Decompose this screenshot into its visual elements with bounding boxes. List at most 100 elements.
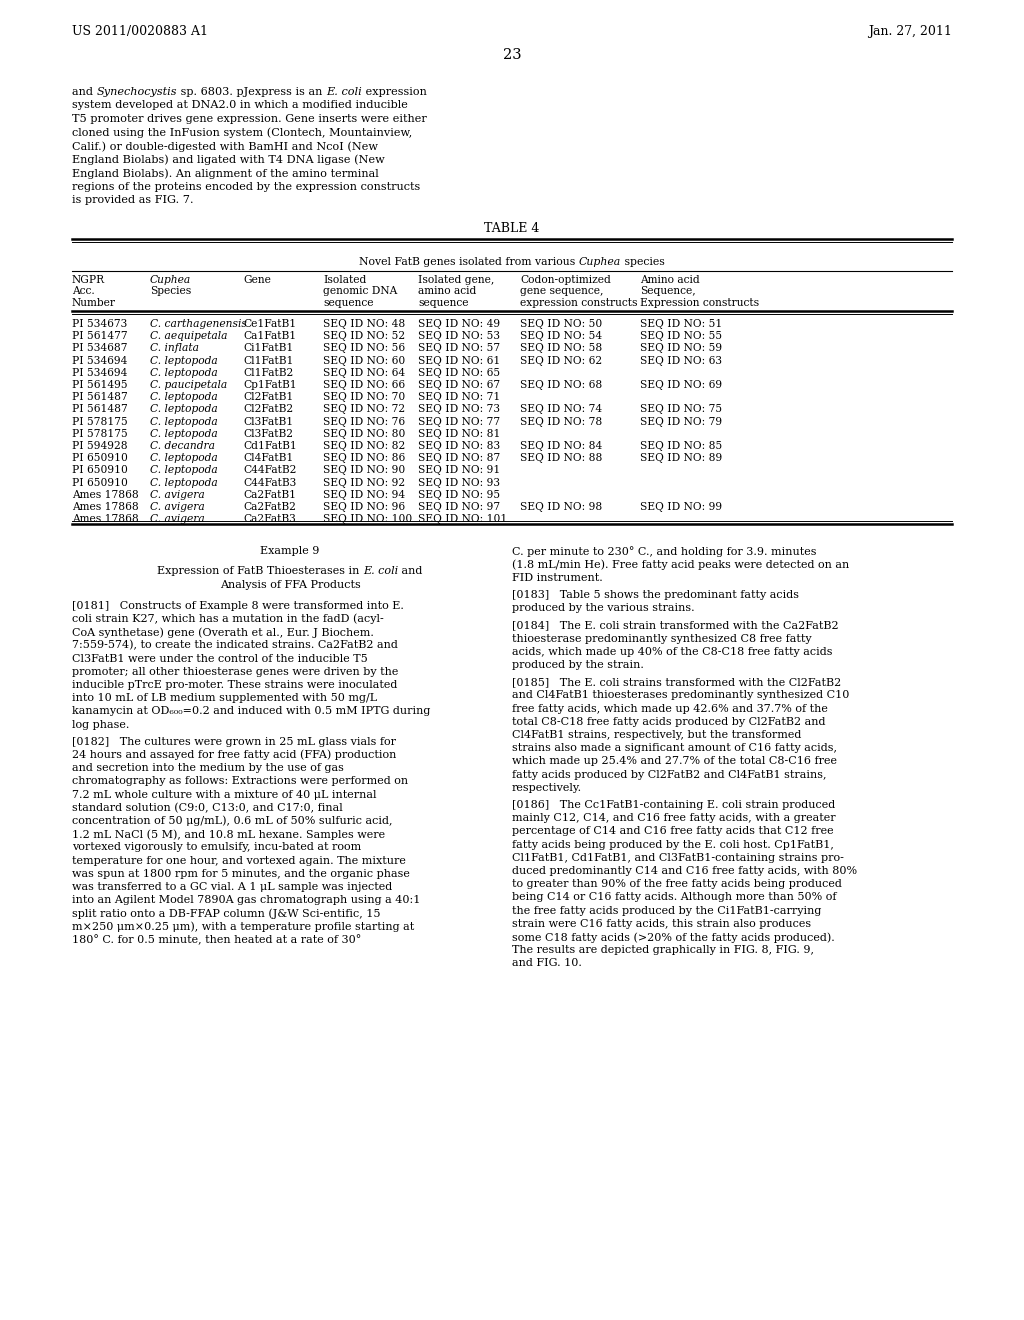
Text: Calif.) or double-digested with BamHI and NcoI (New: Calif.) or double-digested with BamHI an… — [72, 141, 378, 152]
Text: Cuphea: Cuphea — [150, 275, 191, 285]
Text: sequence: sequence — [418, 298, 469, 308]
Text: Cl3FatB1: Cl3FatB1 — [243, 417, 293, 426]
Text: to greater than 90% of the free fatty acids being produced: to greater than 90% of the free fatty ac… — [512, 879, 842, 890]
Text: C. leptopoda: C. leptopoda — [150, 404, 218, 414]
Text: respectively.: respectively. — [512, 783, 582, 793]
Text: SEQ ID NO: 56: SEQ ID NO: 56 — [323, 343, 406, 354]
Text: [0185]   The E. coli strains transformed with the Cl2FatB2: [0185] The E. coli strains transformed w… — [512, 677, 842, 688]
Text: regions of the proteins encoded by the expression constructs: regions of the proteins encoded by the e… — [72, 181, 420, 191]
Text: SEQ ID NO: 100: SEQ ID NO: 100 — [323, 515, 413, 524]
Text: SEQ ID NO: 63: SEQ ID NO: 63 — [640, 355, 722, 366]
Text: coli strain K27, which has a mutation in the fadD (acyl-: coli strain K27, which has a mutation in… — [72, 614, 384, 624]
Text: SEQ ID NO: 70: SEQ ID NO: 70 — [323, 392, 406, 403]
Text: SEQ ID NO: 50: SEQ ID NO: 50 — [520, 319, 602, 329]
Text: 24 hours and assayed for free fatty acid (FFA) production: 24 hours and assayed for free fatty acid… — [72, 750, 396, 760]
Text: concentration of 50 μg/mL), 0.6 mL of 50% sulfuric acid,: concentration of 50 μg/mL), 0.6 mL of 50… — [72, 816, 392, 826]
Text: SEQ ID NO: 69: SEQ ID NO: 69 — [640, 380, 722, 389]
Text: C44FatB2: C44FatB2 — [243, 466, 296, 475]
Text: 7:559-574), to create the indicated strains. Ca2FatB2 and: 7:559-574), to create the indicated stra… — [72, 640, 398, 651]
Text: into an Agilent Model 7890A gas chromatograph using a 40:1: into an Agilent Model 7890A gas chromato… — [72, 895, 421, 906]
Text: SEQ ID NO: 58: SEQ ID NO: 58 — [520, 343, 602, 354]
Text: SEQ ID NO: 84: SEQ ID NO: 84 — [520, 441, 602, 451]
Text: inducible pTrcE pro-moter. These strains were inoculated: inducible pTrcE pro-moter. These strains… — [72, 680, 397, 690]
Text: Cl1FatB1, Cd1FatB1, and Cl3FatB1-containing strains pro-: Cl1FatB1, Cd1FatB1, and Cl3FatB1-contain… — [512, 853, 844, 863]
Text: SEQ ID NO: 55: SEQ ID NO: 55 — [640, 331, 722, 341]
Text: SEQ ID NO: 64: SEQ ID NO: 64 — [323, 368, 406, 378]
Text: and: and — [398, 566, 423, 577]
Text: Codon-optimized: Codon-optimized — [520, 275, 611, 285]
Text: gene sequence,: gene sequence, — [520, 286, 603, 297]
Text: SEQ ID NO: 65: SEQ ID NO: 65 — [418, 368, 500, 378]
Text: 180° C. for 0.5 minute, then heated at a rate of 30°: 180° C. for 0.5 minute, then heated at a… — [72, 935, 361, 945]
Text: Expression constructs: Expression constructs — [640, 298, 759, 308]
Text: log phase.: log phase. — [72, 719, 129, 730]
Text: promoter; all other thioesterase genes were driven by the: promoter; all other thioesterase genes w… — [72, 667, 398, 677]
Text: C. leptopoda: C. leptopoda — [150, 355, 218, 366]
Text: amino acid: amino acid — [418, 286, 476, 297]
Text: PI 650910: PI 650910 — [72, 478, 128, 487]
Text: Sequence,: Sequence, — [640, 286, 695, 297]
Text: PI 561495: PI 561495 — [72, 380, 128, 389]
Text: Ca2FatB1: Ca2FatB1 — [243, 490, 296, 500]
Text: expression: expression — [361, 87, 427, 96]
Text: 1.2 mL NaCl (5 M), and 10.8 mL hexane. Samples were: 1.2 mL NaCl (5 M), and 10.8 mL hexane. S… — [72, 829, 385, 840]
Text: C. paucipetala: C. paucipetala — [150, 380, 227, 389]
Text: SEQ ID NO: 77: SEQ ID NO: 77 — [418, 417, 500, 426]
Text: produced by the strain.: produced by the strain. — [512, 660, 644, 671]
Text: PI 578175: PI 578175 — [72, 417, 128, 426]
Text: species: species — [622, 257, 665, 267]
Text: free fatty acids, which made up 42.6% and 37.7% of the: free fatty acids, which made up 42.6% an… — [512, 704, 827, 714]
Text: SEQ ID NO: 81: SEQ ID NO: 81 — [418, 429, 501, 438]
Text: SEQ ID NO: 85: SEQ ID NO: 85 — [640, 441, 722, 451]
Text: Isolated gene,: Isolated gene, — [418, 275, 495, 285]
Text: C. carthagenensis: C. carthagenensis — [150, 319, 247, 329]
Text: PI 561487: PI 561487 — [72, 404, 128, 414]
Text: kanamycin at OD₆₀₀=0.2 and induced with 0.5 mM IPTG during: kanamycin at OD₆₀₀=0.2 and induced with … — [72, 706, 430, 717]
Text: SEQ ID NO: 49: SEQ ID NO: 49 — [418, 319, 500, 329]
Text: Species: Species — [150, 286, 191, 297]
Text: PI 561487: PI 561487 — [72, 392, 128, 403]
Text: Novel FatB genes isolated from various: Novel FatB genes isolated from various — [359, 257, 579, 267]
Text: cloned using the InFusion system (Clontech, Mountainview,: cloned using the InFusion system (Clonte… — [72, 128, 413, 139]
Text: Ca1FatB1: Ca1FatB1 — [243, 331, 296, 341]
Text: duced predominantly C14 and C16 free fatty acids, with 80%: duced predominantly C14 and C16 free fat… — [512, 866, 857, 876]
Text: T5 promoter drives gene expression. Gene inserts were either: T5 promoter drives gene expression. Gene… — [72, 114, 427, 124]
Text: PI 534694: PI 534694 — [72, 368, 127, 378]
Text: and Cl4FatB1 thioesterases predominantly synthesized C10: and Cl4FatB1 thioesterases predominantly… — [512, 690, 849, 701]
Text: SEQ ID NO: 91: SEQ ID NO: 91 — [418, 466, 501, 475]
Text: SEQ ID NO: 83: SEQ ID NO: 83 — [418, 441, 500, 451]
Text: SEQ ID NO: 101: SEQ ID NO: 101 — [418, 515, 507, 524]
Text: SEQ ID NO: 61: SEQ ID NO: 61 — [418, 355, 501, 366]
Text: SEQ ID NO: 99: SEQ ID NO: 99 — [640, 502, 722, 512]
Text: and FIG. 10.: and FIG. 10. — [512, 958, 582, 969]
Text: [0184]   The E. coli strain transformed with the Ca2FatB2: [0184] The E. coli strain transformed wi… — [512, 620, 839, 631]
Text: genomic DNA: genomic DNA — [323, 286, 397, 297]
Text: strains also made a significant amount of C16 fatty acids,: strains also made a significant amount o… — [512, 743, 837, 754]
Text: SEQ ID NO: 96: SEQ ID NO: 96 — [323, 502, 406, 512]
Text: fatty acids produced by Cl2FatB2 and Cl4FatB1 strains,: fatty acids produced by Cl2FatB2 and Cl4… — [512, 770, 826, 780]
Text: C. avigera: C. avigera — [150, 515, 205, 524]
Text: produced by the various strains.: produced by the various strains. — [512, 603, 694, 614]
Text: (1.8 mL/min He). Free fatty acid peaks were detected on an: (1.8 mL/min He). Free fatty acid peaks w… — [512, 560, 849, 570]
Text: which made up 25.4% and 27.7% of the total C8-C16 free: which made up 25.4% and 27.7% of the tot… — [512, 756, 837, 767]
Text: was spun at 1800 rpm for 5 minutes, and the organic phase: was spun at 1800 rpm for 5 minutes, and … — [72, 869, 410, 879]
Text: Cuphea: Cuphea — [579, 257, 622, 267]
Text: Cl1FatB2: Cl1FatB2 — [243, 368, 293, 378]
Text: SEQ ID NO: 57: SEQ ID NO: 57 — [418, 343, 500, 354]
Text: SEQ ID NO: 75: SEQ ID NO: 75 — [640, 404, 722, 414]
Text: SEQ ID NO: 87: SEQ ID NO: 87 — [418, 453, 501, 463]
Text: US 2011/0020883 A1: US 2011/0020883 A1 — [72, 25, 208, 38]
Text: 23: 23 — [503, 48, 521, 62]
Text: Number: Number — [72, 298, 116, 308]
Text: Ca2FatB2: Ca2FatB2 — [243, 502, 296, 512]
Text: expression constructs: expression constructs — [520, 298, 638, 308]
Text: sp. 6803. pJexpress is an: sp. 6803. pJexpress is an — [177, 87, 326, 96]
Text: C. leptopoda: C. leptopoda — [150, 392, 218, 403]
Text: SEQ ID NO: 93: SEQ ID NO: 93 — [418, 478, 500, 487]
Text: SEQ ID NO: 60: SEQ ID NO: 60 — [323, 355, 406, 366]
Text: Ames 17868: Ames 17868 — [72, 515, 138, 524]
Text: SEQ ID NO: 62: SEQ ID NO: 62 — [520, 355, 602, 366]
Text: total C8-C18 free fatty acids produced by Cl2FatB2 and: total C8-C18 free fatty acids produced b… — [512, 717, 825, 727]
Text: Ames 17868: Ames 17868 — [72, 490, 138, 500]
Text: CoA synthetase) gene (Overath et al., Eur. J Biochem.: CoA synthetase) gene (Overath et al., Eu… — [72, 627, 374, 638]
